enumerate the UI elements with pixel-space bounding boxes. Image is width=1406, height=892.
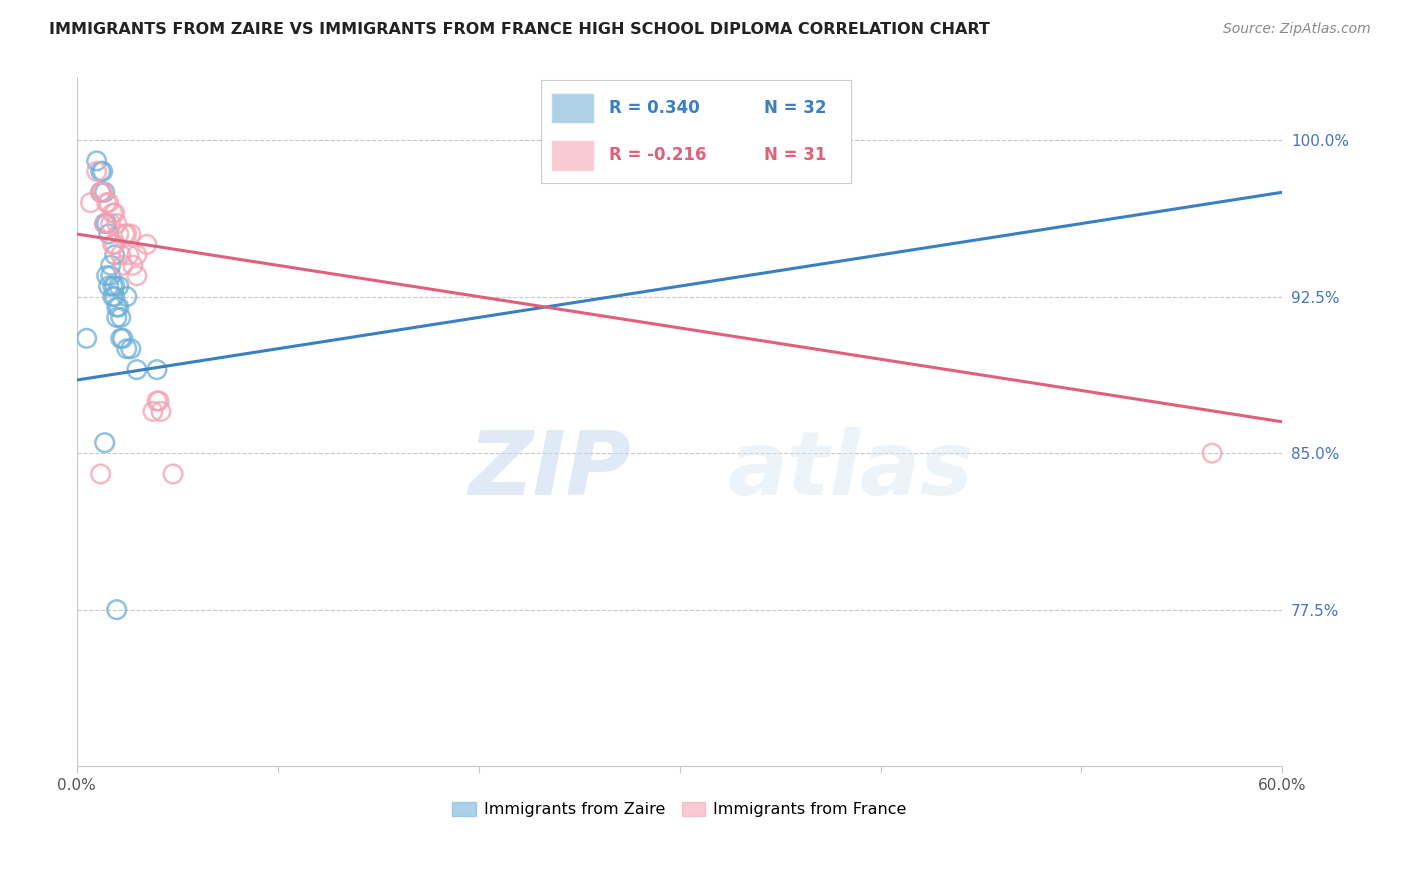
Point: [97, 195, 120, 210]
Point: [111, 331, 134, 345]
Point: [115, 227, 138, 241]
Point: [90, 467, 112, 481]
Point: [86, 153, 108, 168]
Point: [135, 237, 157, 252]
Point: [149, 404, 172, 418]
Text: R = 0.340: R = 0.340: [609, 99, 700, 117]
Legend: Immigrants from Zaire, Immigrants from France: Immigrants from Zaire, Immigrants from F…: [446, 796, 914, 823]
Point: [105, 300, 128, 314]
Point: [162, 467, 184, 481]
Point: [93, 186, 115, 200]
Point: [105, 310, 128, 325]
Point: [146, 362, 169, 376]
Point: [100, 258, 122, 272]
Point: [93, 435, 115, 450]
Point: [104, 237, 127, 252]
Point: [115, 290, 138, 304]
Point: [148, 394, 170, 409]
Point: [104, 290, 127, 304]
Point: [101, 279, 124, 293]
Bar: [551, 93, 593, 123]
Point: [101, 290, 124, 304]
Point: [105, 602, 128, 616]
Point: [96, 268, 118, 283]
Point: [110, 248, 132, 262]
Point: [142, 404, 165, 418]
Point: [104, 248, 127, 262]
Point: [114, 227, 136, 241]
Point: [90, 164, 112, 178]
Point: [100, 217, 122, 231]
Point: [121, 258, 143, 272]
Point: [97, 279, 120, 293]
Text: R = -0.216: R = -0.216: [609, 146, 707, 164]
Point: [96, 195, 118, 210]
Point: [100, 268, 122, 283]
Text: atlas: atlas: [728, 426, 973, 514]
Text: N = 32: N = 32: [763, 99, 827, 117]
Point: [125, 268, 148, 283]
Point: [101, 206, 124, 220]
Point: [118, 248, 141, 262]
Point: [125, 248, 148, 262]
Point: [1201, 446, 1223, 460]
Point: [120, 227, 142, 241]
Text: Source: ZipAtlas.com: Source: ZipAtlas.com: [1223, 22, 1371, 37]
Text: ZIP: ZIP: [468, 426, 631, 514]
Point: [104, 206, 127, 220]
Point: [79, 195, 101, 210]
Point: [93, 217, 115, 231]
Point: [76, 331, 98, 345]
Point: [120, 342, 142, 356]
Point: [93, 217, 115, 231]
Point: [125, 362, 148, 376]
Point: [107, 279, 129, 293]
Text: N = 31: N = 31: [763, 146, 827, 164]
Point: [101, 237, 124, 252]
Point: [96, 217, 118, 231]
Point: [110, 310, 132, 325]
Point: [90, 186, 112, 200]
Point: [115, 342, 138, 356]
Point: [104, 279, 127, 293]
Point: [90, 186, 112, 200]
Point: [91, 164, 114, 178]
Point: [111, 258, 134, 272]
Point: [146, 394, 169, 409]
Point: [107, 300, 129, 314]
Point: [97, 227, 120, 241]
Bar: [551, 140, 593, 170]
Point: [86, 164, 108, 178]
Point: [105, 217, 128, 231]
Point: [107, 227, 129, 241]
Point: [91, 186, 114, 200]
Text: IMMIGRANTS FROM ZAIRE VS IMMIGRANTS FROM FRANCE HIGH SCHOOL DIPLOMA CORRELATION : IMMIGRANTS FROM ZAIRE VS IMMIGRANTS FROM…: [49, 22, 990, 37]
Point: [110, 331, 132, 345]
